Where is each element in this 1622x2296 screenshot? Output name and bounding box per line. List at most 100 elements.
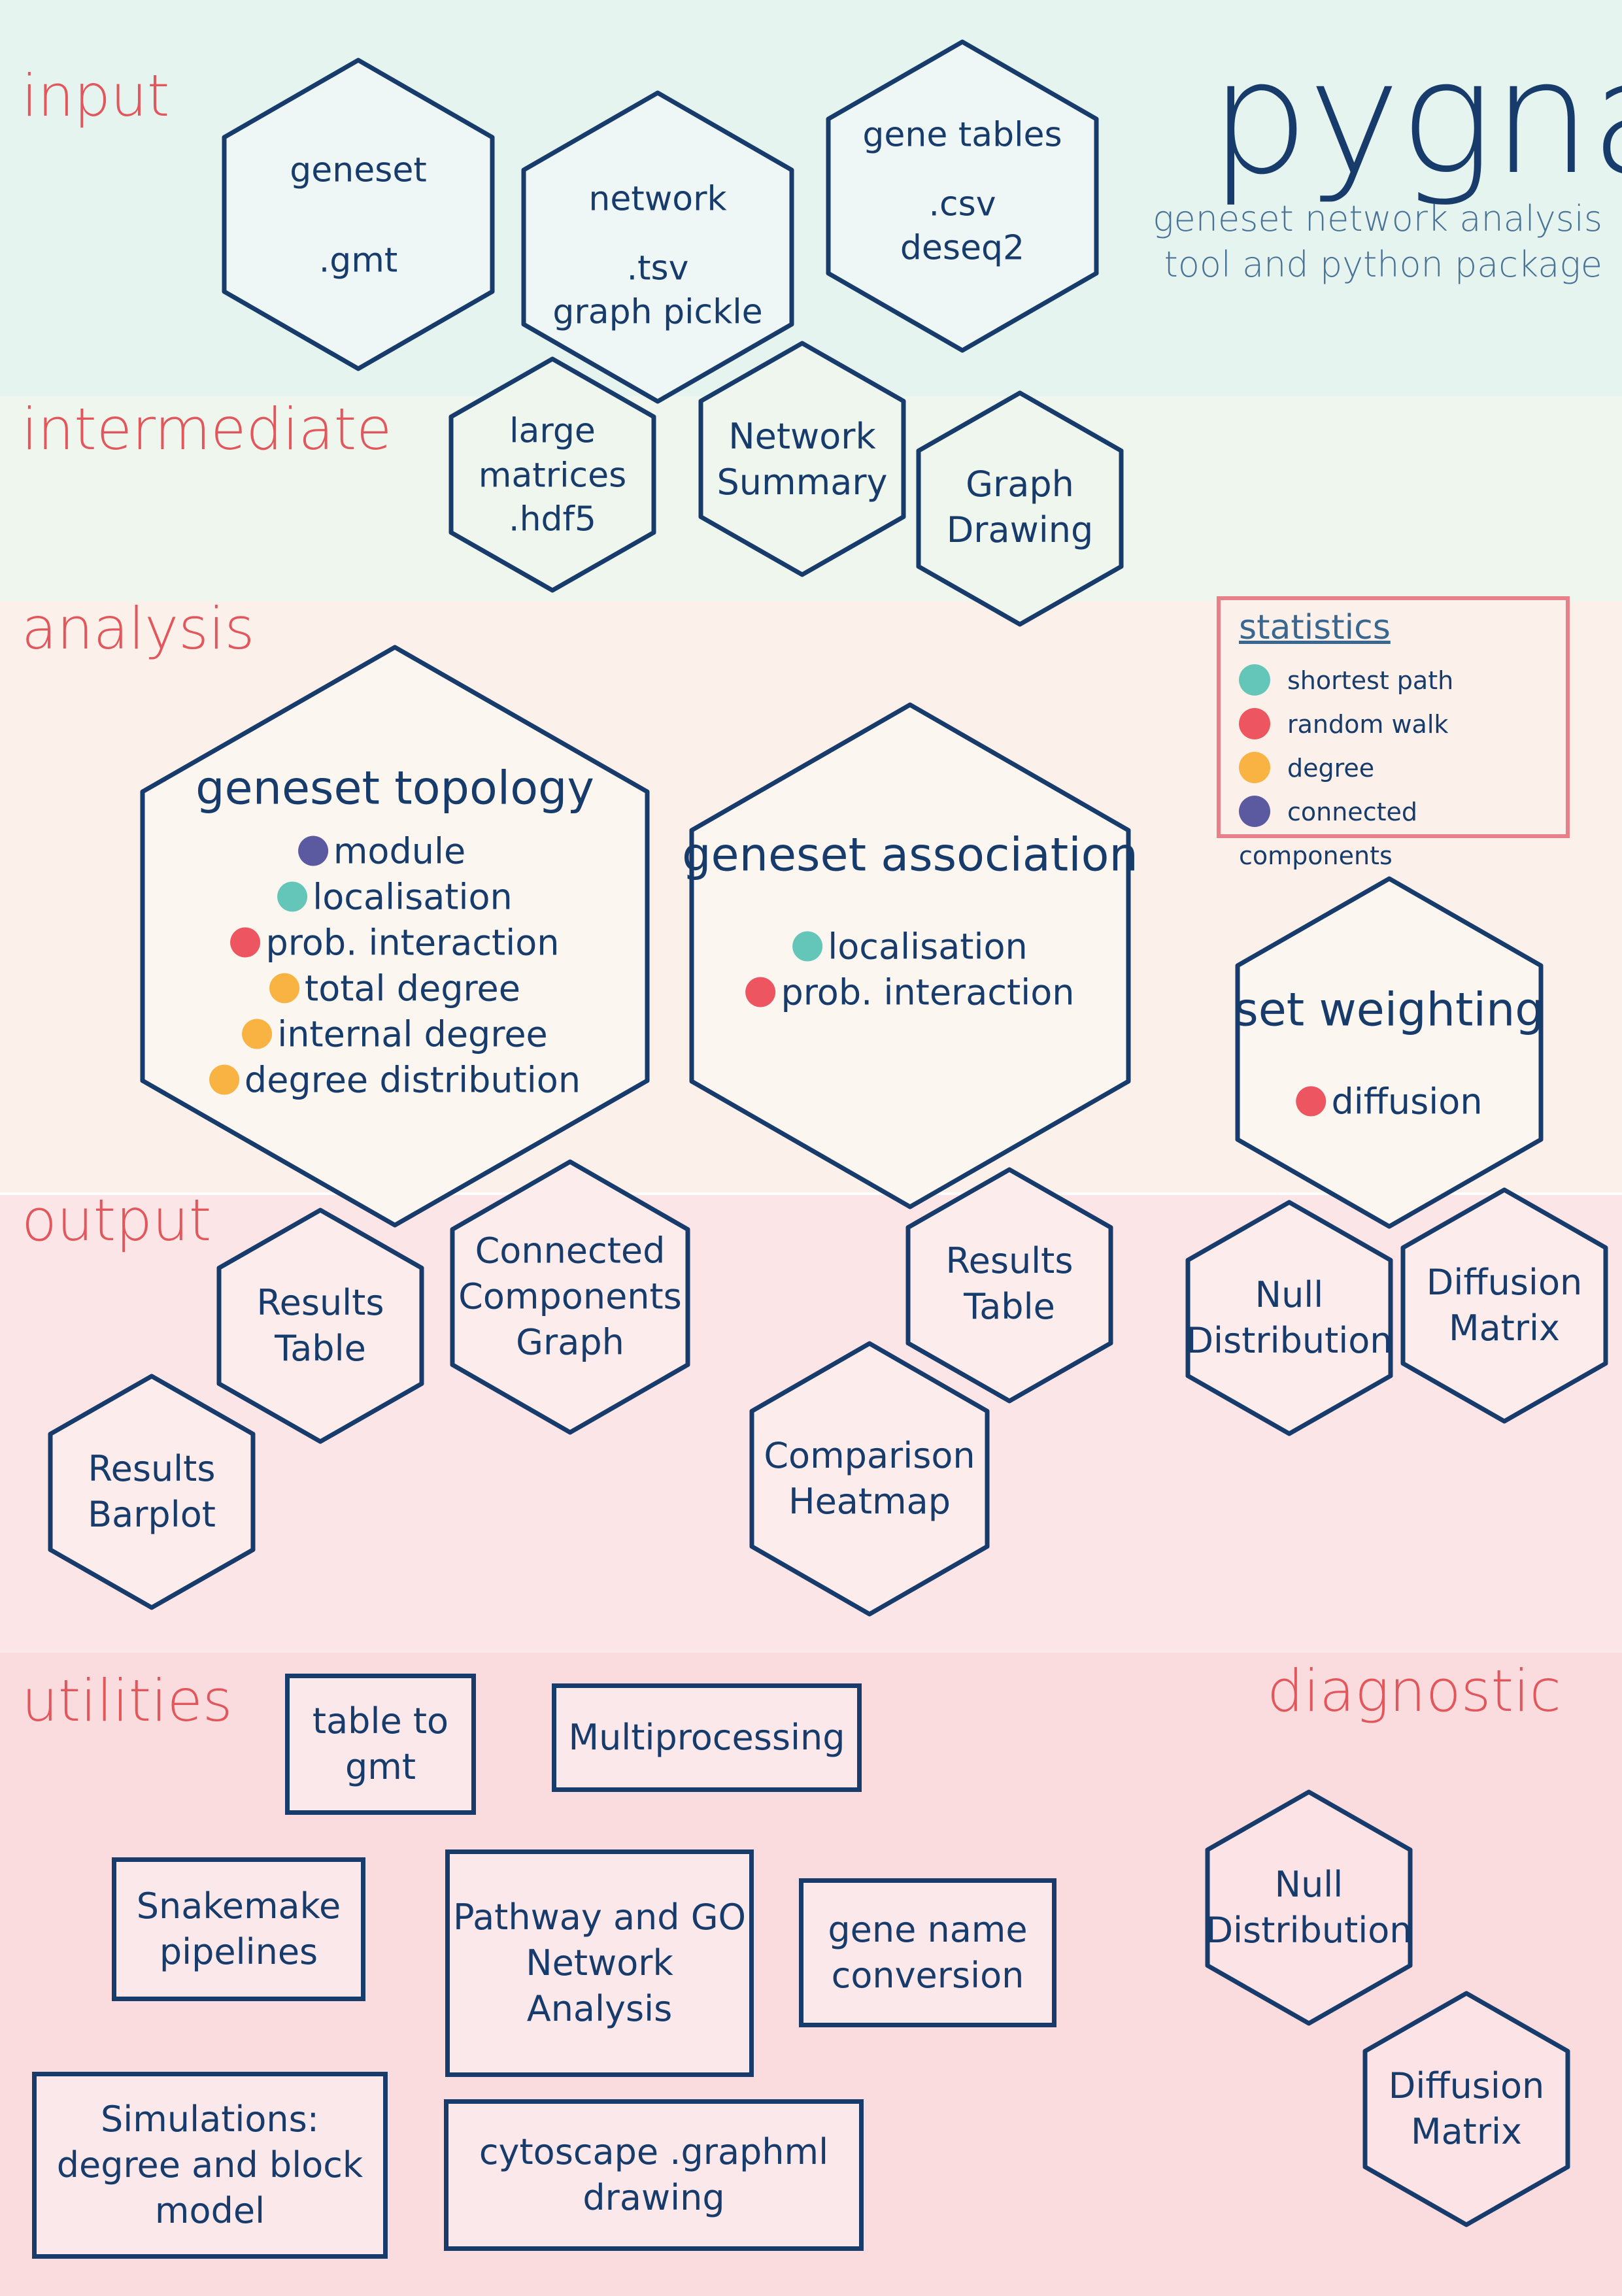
- box-line: Network: [526, 1942, 673, 1984]
- stat-dot-icon: [792, 931, 823, 962]
- hex-line: Network: [728, 415, 876, 457]
- hex-line: matrices: [478, 456, 627, 496]
- box-line: Simulations:: [101, 2098, 319, 2140]
- box-line: degree and block: [56, 2144, 363, 2186]
- comparison-heatmap-hex: [749, 1341, 990, 1617]
- hex-title: geneset association: [682, 828, 1138, 882]
- hex-format: deseq2: [900, 228, 1025, 268]
- box-line: Pathway and GO: [452, 1896, 747, 1938]
- hex-large-matrices: large matrices .hdf5: [479, 410, 626, 543]
- topology-item: degree distribution: [195, 1058, 594, 1104]
- stat-dot-icon: [1296, 1086, 1326, 1117]
- subtitle-line: tool and python package: [1164, 244, 1602, 285]
- hex-line: Diffusion: [1388, 2065, 1545, 2106]
- diffusion-matrix-hex: [1400, 1187, 1608, 1424]
- hex-connected-components-graph: Connected Components Graph: [458, 1228, 682, 1366]
- section-label-intermediate: intermediate: [22, 396, 392, 463]
- stat-dot-icon: [242, 1019, 273, 1049]
- box-line: conversion: [831, 1955, 1024, 1996]
- hex-line: Matrix: [1410, 2111, 1523, 2152]
- hex-line: Diffusion: [1426, 1261, 1583, 1303]
- hex-line: Components: [458, 1275, 682, 1317]
- hex-line: Graph: [966, 463, 1074, 505]
- hex-line: Distribution: [1186, 1320, 1393, 1361]
- hex-gene-tables: gene tables .csv deseq2: [862, 114, 1062, 271]
- hex-format: .gmt: [318, 241, 398, 280]
- legend-dot-icon: [1239, 707, 1270, 739]
- box-line: Multiprocessing: [568, 1716, 845, 1758]
- network-summary-hex: [698, 341, 906, 577]
- stat-dot-icon: [269, 973, 300, 1004]
- graph-drawing-hex: [916, 390, 1124, 627]
- hex-geneset-association: geneset association localisation prob. i…: [682, 826, 1138, 1016]
- hex-line: Null: [1274, 1863, 1343, 1905]
- box-line: Snakemake: [136, 1885, 341, 1927]
- stat-dot-icon: [297, 836, 328, 866]
- hex-line: Barplot: [88, 1494, 216, 1535]
- hex-line: .hdf5: [509, 499, 596, 539]
- large-matrices-hex: [448, 356, 656, 593]
- legend-title: statistics: [1239, 608, 1391, 647]
- hex-line: Heatmap: [788, 1481, 951, 1522]
- hex-line: Distribution: [1206, 1910, 1412, 1951]
- geneset-topology-hex: [140, 645, 650, 1228]
- hex-null-distribution: Null Distribution: [1186, 1272, 1392, 1364]
- box-line: cytoscape .graphml: [479, 2131, 829, 2172]
- statistics-legend: statistics shortest path random walk deg…: [1217, 596, 1570, 870]
- util-multiprocessing: Multiprocessing: [552, 1683, 862, 1792]
- box-line: pipelines: [159, 1931, 318, 1972]
- hex-title: set weighting: [1234, 983, 1544, 1037]
- box-line: gmt: [345, 1746, 416, 1787]
- topology-item: internal degree: [195, 1012, 594, 1058]
- connected-components-hex: [450, 1159, 690, 1435]
- util-simulations: Simulations: degree and block model: [32, 2072, 388, 2259]
- box-line: table to: [312, 1700, 449, 1742]
- hex-line: Null: [1255, 1274, 1324, 1315]
- topology-item: total degree: [195, 966, 594, 1012]
- hex-results-table-2: Results Table: [946, 1238, 1073, 1330]
- section-label-diagnostic: diagnostic: [1267, 1657, 1561, 1725]
- hex-line: Graph: [516, 1322, 624, 1364]
- hex-diffusion-matrix: Diffusion Matrix: [1427, 1260, 1582, 1351]
- hex-network-summary: Network Summary: [717, 414, 888, 505]
- hex-line: Comparison: [764, 1434, 975, 1476]
- hex-results-table: Results Table: [257, 1280, 384, 1372]
- hex-line: Results: [88, 1447, 216, 1489]
- legend-item: random walk: [1239, 703, 1547, 747]
- hex-line: Table: [275, 1328, 366, 1369]
- diag-null-distribution-hex: [1205, 1789, 1413, 2026]
- stat-dot-icon: [230, 927, 261, 958]
- box-line: drawing: [583, 2177, 725, 2218]
- hex-title: gene tables: [862, 115, 1062, 155]
- hex-title: geneset topology: [195, 761, 594, 815]
- hex-diagnostic-diffusion-matrix: Diffusion Matrix: [1389, 2063, 1544, 2155]
- app-subtitle: geneset network analysis tool and python…: [1153, 196, 1602, 288]
- topology-item: prob. interaction: [195, 920, 594, 966]
- hex-results-barplot: Results Barplot: [88, 1446, 216, 1538]
- hex-comparison-heatmap: Comparison Heatmap: [764, 1433, 975, 1525]
- results-table-2-hex: [905, 1167, 1113, 1404]
- stat-dot-icon: [277, 881, 308, 912]
- hex-line: large: [509, 411, 596, 451]
- gene-tables-hex: [826, 39, 1099, 353]
- stat-dot-icon: [745, 977, 776, 1007]
- weighting-item: diffusion: [1234, 1079, 1544, 1125]
- hex-line: Connected: [475, 1230, 666, 1272]
- util-snakemake-pipelines: Snakemake pipelines: [112, 1857, 365, 2001]
- util-table-to-gmt: table to gmt: [285, 1674, 476, 1815]
- box-line: model: [154, 2190, 265, 2232]
- util-cytoscape-drawing: cytoscape .graphml drawing: [444, 2099, 864, 2251]
- hex-format: .csv: [928, 184, 996, 224]
- section-label-analysis: analysis: [22, 595, 255, 662]
- legend-item: degree: [1239, 747, 1547, 790]
- hex-geneset-topology: geneset topology module localisation pro…: [195, 759, 594, 1104]
- box-line: Analysis: [526, 1988, 673, 2030]
- util-pathway-go-network-analysis: Pathway and GO Network Analysis: [445, 1849, 754, 2077]
- hex-title: geneset: [290, 150, 427, 190]
- app-title: pygna: [1209, 26, 1622, 209]
- topology-item: localisation: [195, 875, 594, 920]
- subtitle-line: geneset network analysis: [1153, 198, 1602, 239]
- geneset-hex: [222, 58, 495, 371]
- section-label-utilities: utilities: [22, 1667, 233, 1734]
